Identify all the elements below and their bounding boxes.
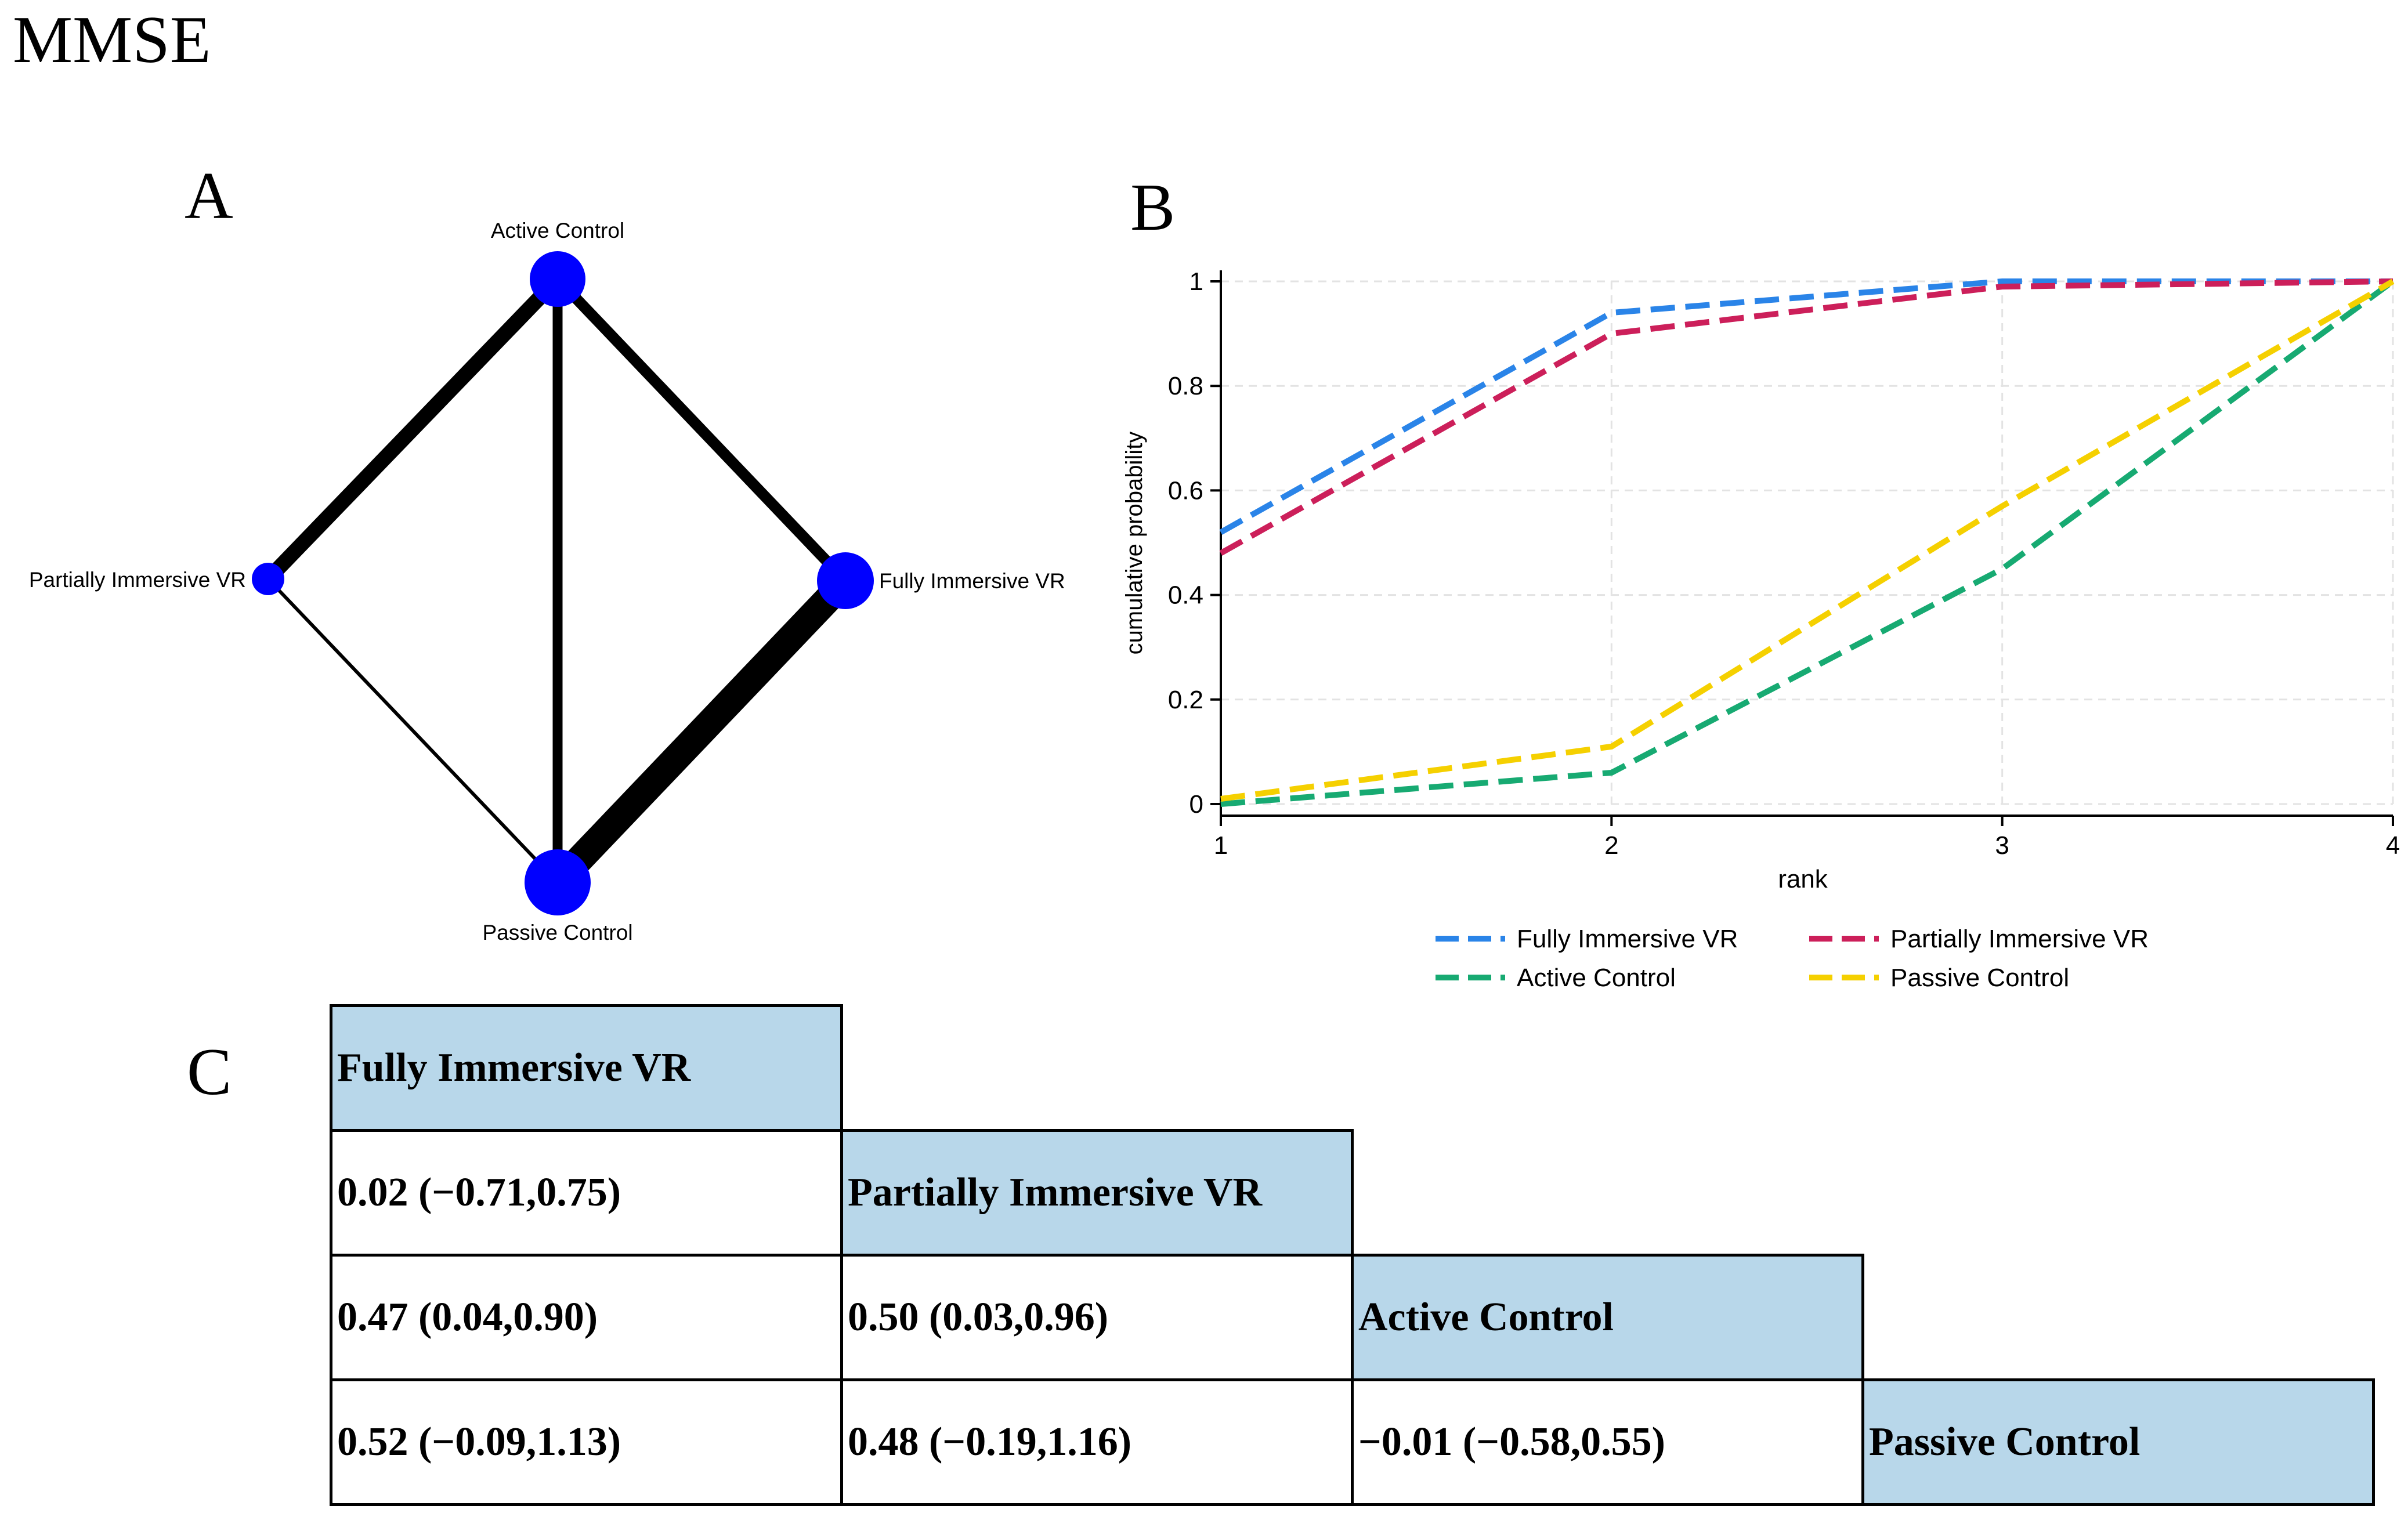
y-tick-label: 1 (1189, 267, 1203, 296)
series-line-passive-control (1220, 278, 2395, 802)
node-passive-control (525, 849, 591, 915)
edge-partial-passive (266, 577, 559, 884)
node-partially-immersive-vr (252, 563, 284, 595)
edge-active-fully (554, 275, 849, 585)
series-line-partially-immersive-vr (1219, 278, 2393, 556)
x-tick-label: 3 (1995, 831, 2009, 860)
table-cell: 0.47 (0.04,0.90) (330, 1254, 843, 1381)
table-cell: Fully Immersive VR (330, 1004, 843, 1132)
table-cell: Active Control (1351, 1254, 1864, 1381)
table-cell: 0.50 (0.03,0.96) (840, 1254, 1354, 1381)
table-row: Fully Immersive VR (330, 1004, 2374, 1132)
series-lines (1219, 278, 2395, 807)
table-cell: 0.52 (−0.09,1.13) (330, 1378, 843, 1506)
legend-label-passive-control: Passive Control (1890, 964, 2069, 992)
panel-b-label: B (1130, 171, 1176, 245)
cumulative-ranking-chart: 0 0.2 0.4 0.6 0.8 1 1 2 3 4 rank cumulative proba… (1122, 267, 2400, 992)
table-cell-empty (1863, 1255, 2374, 1380)
y-tick-label: 0 (1189, 790, 1203, 819)
panel-a-label: A (185, 159, 233, 233)
table-row: 0.52 (−0.09,1.13) 0.48 (−0.19,1.16) −0.0… (330, 1378, 2375, 1506)
x-tick-label: 4 (2386, 831, 2400, 860)
y-tick-label: 0.8 (1168, 372, 1203, 400)
table-cell: 0.48 (−0.19,1.16) (840, 1378, 1354, 1506)
series-line-active-control (1220, 278, 2395, 807)
y-axis-label: cumulative probability (1122, 432, 1147, 655)
network-plot: Active Control Partially Immersive VR Fu… (29, 219, 1065, 944)
edge-fully-passive (547, 571, 856, 892)
table-cell-empty (842, 1006, 1353, 1131)
edge-active-partial (262, 273, 563, 585)
table-cell: Passive Control (1861, 1378, 2375, 1506)
axis-ticks: 0 0.2 0.4 0.6 0.8 1 1 2 3 4 (1168, 267, 2400, 860)
table-cell-empty (1353, 1006, 1863, 1131)
league-table: Fully Immersive VR 0.02 (−0.71,0.75) Par… (330, 1004, 2375, 1506)
legend-label-fully-immersive-vr: Fully Immersive VR (1517, 925, 1738, 953)
table-cell: 0.02 (−0.71,0.75) (330, 1129, 843, 1257)
node-label-passive-control: Passive Control (482, 921, 632, 944)
node-label-partially-immersive-vr: Partially Immersive VR (29, 568, 246, 592)
node-label-fully-immersive-vr: Fully Immersive VR (879, 569, 1065, 593)
node-active-control (530, 251, 585, 307)
node-fully-immersive-vr (817, 552, 874, 609)
y-tick-label: 0.6 (1168, 476, 1203, 505)
table-cell-empty (1863, 1006, 2374, 1131)
x-tick-label: 2 (1604, 831, 1618, 860)
legend-label-partially-immersive-vr: Partially Immersive VR (1890, 925, 2149, 953)
series-line-fully-immersive-vr (1219, 278, 2393, 535)
x-tick-label: 1 (1214, 831, 1228, 860)
table-cell-empty (1863, 1131, 2374, 1255)
x-axis-label: rank (1778, 865, 1828, 893)
legend-label-active-control: Active Control (1517, 964, 1676, 992)
legend: Fully Immersive VR Partially Immersive VR… (1436, 925, 2149, 992)
table-row: 0.47 (0.04,0.90) 0.50 (0.03,0.96) Active… (330, 1254, 2374, 1381)
node-label-active-control: Active Control (491, 219, 624, 242)
y-tick-label: 0.4 (1168, 581, 1203, 610)
figure-title: MMSE (13, 3, 211, 77)
panel-c-label: C (187, 1035, 232, 1109)
gridlines (1220, 280, 2394, 805)
table-row: 0.02 (−0.71,0.75) Partially Immersive VR (330, 1129, 2374, 1257)
table-cell-empty (1353, 1131, 1863, 1255)
table-cell: −0.01 (−0.58,0.55) (1351, 1378, 1864, 1506)
y-tick-label: 0.2 (1168, 686, 1203, 714)
table-cell: Partially Immersive VR (840, 1129, 1354, 1257)
